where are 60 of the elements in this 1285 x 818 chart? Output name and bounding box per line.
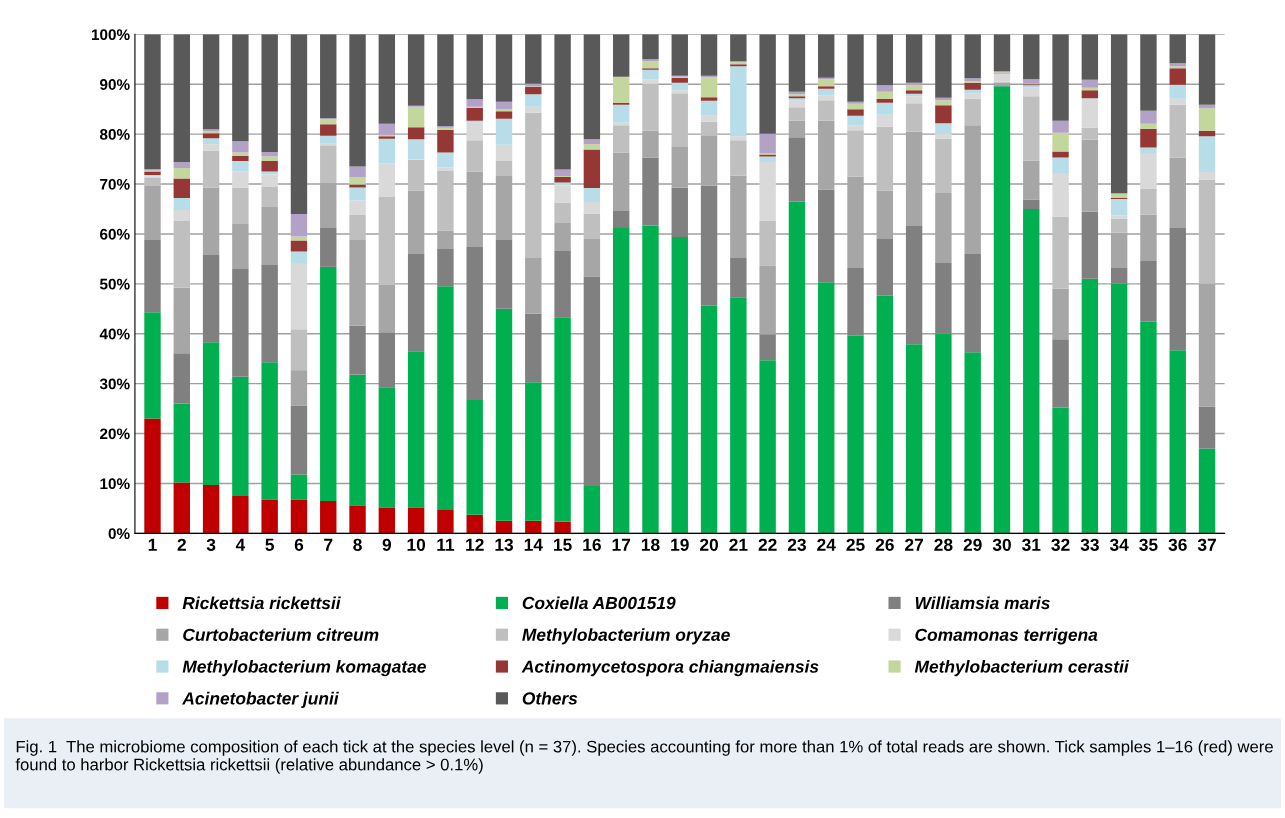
x-tick-label: 31	[1022, 538, 1041, 551]
caption: Fig. 1 The microbiome composition of each tick at the species level (n = 37). Species accounting for more than 1% of total reads are shown. Tick samples 1–16 (red) were found to harbor Rickettsia rickettsii (relative abundance > 0.1%)	[15, 740, 1273, 774]
x-tick-label: 29	[963, 538, 982, 551]
legend-label: Methylobacterium oryzae	[522, 628, 730, 645]
x-tick-label: 8	[353, 538, 362, 551]
y-tick-label: 30%	[99, 378, 130, 390]
x-tick-label: 28	[934, 538, 953, 551]
x-tick-label: 10	[407, 538, 426, 551]
x-tick-label: 25	[846, 538, 865, 551]
x-tick-label: 16	[583, 538, 601, 551]
x-tick-label: 37	[1197, 538, 1216, 551]
x-tick-label: 36	[1168, 538, 1187, 551]
x-tick-label: 1	[148, 538, 157, 551]
legend-label: Methylobacterium cerastii	[914, 660, 1130, 677]
x-tick-label: 14	[524, 538, 543, 551]
x-tick-label: 3	[206, 538, 216, 551]
legend-label: Methylobacterium komagatae	[182, 660, 426, 677]
y-tick-label: 20%	[100, 428, 130, 440]
x-tick-label: 35	[1139, 538, 1158, 551]
x-tick-label: 33	[1080, 538, 1099, 551]
x-tick-label: 27	[905, 538, 923, 551]
y-tick-label: 40%	[99, 328, 130, 340]
legend-label: Others	[522, 691, 578, 705]
x-tick-label: 22	[758, 538, 777, 551]
y-tick-label: 50%	[99, 278, 130, 290]
x-tick-label: 24	[817, 538, 836, 551]
legend-label: Curtobacterium citreum	[183, 628, 379, 641]
x-tick-label: 4	[235, 538, 246, 551]
y-tick-label: 70%	[100, 178, 130, 190]
x-tick-label: 12	[466, 538, 484, 551]
legend-label: Comamonas terrigena	[915, 628, 1098, 645]
x-tick-label: 18	[641, 538, 660, 551]
x-tick-label: 7	[324, 538, 333, 551]
x-tick-label: 34	[1109, 538, 1129, 551]
x-tick-label: 19	[671, 538, 689, 551]
x-tick-label: 15	[554, 538, 572, 551]
legend-label: Rickettsia rickettsii	[182, 596, 341, 610]
x-tick-label: 32	[1051, 538, 1070, 551]
x-tick-label: 17	[612, 538, 631, 551]
x-tick-label: 20	[700, 538, 718, 551]
x-tick-label: 9	[382, 538, 392, 551]
x-tick-label: 11	[437, 538, 455, 551]
legend-label: Coxiella AB001519	[522, 596, 676, 610]
x-tick-label: 5	[265, 538, 275, 551]
legend-label: Acinetobacter junii	[181, 691, 339, 709]
x-tick-label: 6	[294, 538, 304, 551]
y-tick-label: 0%	[108, 528, 130, 540]
x-tick-label: 30	[992, 538, 1011, 551]
x-tick-label: 2	[177, 538, 186, 551]
y-tick-label: 100%	[91, 29, 130, 41]
x-tick-label: 23	[787, 538, 806, 551]
legend-label: Actinomycetospora chiangmaiensis	[521, 660, 819, 677]
x-tick-label: 21	[729, 538, 748, 551]
y-tick-label: 80%	[99, 129, 130, 140]
y-tick-label: 90%	[100, 79, 130, 90]
y-tick-label: 10%	[100, 478, 130, 490]
x-tick-label: 13	[495, 538, 514, 551]
y-tick-label: 60%	[100, 228, 130, 240]
legend-label: Williamsia maris	[915, 596, 1050, 610]
x-tick-label: 26	[875, 538, 894, 551]
